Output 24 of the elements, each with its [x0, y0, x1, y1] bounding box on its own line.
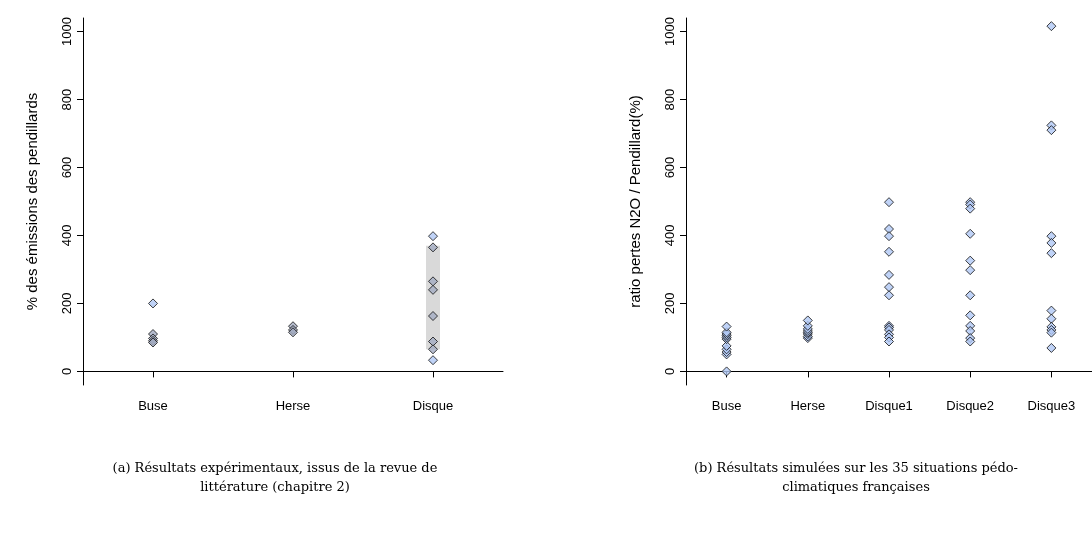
x-tick-label: Disque3 — [1027, 398, 1076, 413]
y-axis-title: ratio pertes N2O / Pendillard(%) — [626, 95, 643, 308]
x-tick-label: Herse — [275, 398, 311, 413]
y-tick-label: 200 — [662, 292, 677, 315]
x-tick-label: Disque2 — [946, 398, 995, 413]
y-tick-label: 200 — [59, 292, 74, 315]
y-tick-label: 600 — [59, 156, 74, 179]
x-tick-label: Disque1 — [865, 398, 913, 413]
y-axis-title: % des émissions des pendillards — [23, 92, 40, 311]
y-tick-label: 0 — [662, 367, 677, 376]
x-tick-label: Buse — [711, 398, 742, 413]
y-tick-label: 800 — [662, 88, 677, 111]
text: (b) Résultats simulées sur les 35 situations pédo-climatiques françaises — [693, 459, 1019, 496]
y-tick-label: 1000 — [662, 17, 677, 47]
y-tick-label: 800 — [59, 88, 74, 111]
x-tick-label: Herse — [790, 398, 826, 413]
x-tick-label: Disque — [412, 398, 454, 413]
y-tick-label: 1000 — [59, 17, 74, 47]
y-tick-label: 0 — [59, 367, 74, 376]
y-tick-label: 400 — [662, 224, 677, 247]
text: (a) Résultats expérimentaux, issus de la revue de littérature (chapitre 2) — [111, 459, 439, 496]
y-tick-label: 600 — [662, 156, 677, 179]
y-tick-label: 400 — [59, 224, 74, 247]
x-tick-label: Buse — [138, 398, 168, 413]
